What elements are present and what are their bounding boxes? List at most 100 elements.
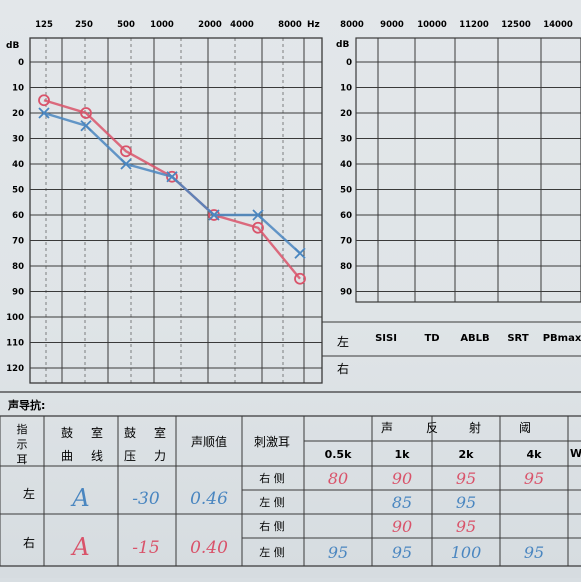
stim-ear-label: 右 侧 [259,519,285,533]
frequency-axis-labels: 125 250 500 1000 2000 4000 8000 [35,20,302,30]
frequency-label: 8000 [278,20,302,30]
special-tests-labels: SISI TD ABLB SRT PBmax [375,333,581,344]
reflex-freq-header: 0.5k [325,448,352,461]
frequency-label: 4000 [230,20,254,30]
header-pressure-char-3: 压 [124,449,136,463]
left-curve-type: A [70,484,89,512]
reflex-threshold-value: 95 [456,493,476,512]
right-compliance-value: 0.40 [190,538,228,558]
hf-db-label: 0 [346,58,352,68]
header-curve-char-2: 室 [91,425,103,440]
left-ear-marker [120,158,132,170]
reflex-threshold-value: 90 [392,469,412,488]
hf-db-label: 10 [340,84,352,94]
stim-ear-label: 左 侧 [259,496,285,509]
reflex-threshold-value: 95 [524,469,544,488]
high-frequency-axis-labels: 8000 9000 10000 11200 12500 14000 [340,20,573,30]
special-test-label: SISI [375,333,397,344]
hf-db-label: 60 [340,211,352,221]
reflex-threshold-value: 85 [392,493,412,512]
ear-left-label: 左 [23,486,35,501]
hf-db-label: 70 [340,237,352,247]
right-ear-marker [80,107,92,119]
left-ear-marker [294,247,306,259]
right-ear-marker [120,145,132,158]
header-pressure-char-1: 鼓 [124,426,136,440]
header-ear-char-2: 示 [17,438,28,451]
db-label: 50 [12,186,24,196]
right-ear-marker [294,272,306,285]
frequency-label: 2000 [198,20,222,30]
header-curve-char-3: 曲 [61,449,73,463]
left-audiogram-grid [29,37,323,384]
left-ear-marker [38,107,50,119]
reflex-freq-header: 1k [395,448,411,461]
hf-frequency-label: 8000 [340,20,364,30]
left-compliance-value: 0.46 [190,489,228,509]
right-db-axis-labels: 0 10 20 30 40 50 60 70 80 90 [340,58,352,298]
db-label: 40 [12,160,24,170]
frequency-label: 500 [117,20,135,30]
db-label: 70 [12,237,24,247]
hf-db-label: 20 [340,109,352,119]
right-db-unit-label: dB [336,40,349,50]
special-test-label: SRT [507,333,528,344]
reflex-rows: 右 侧 80 90 95 95 左 侧 85 95 右 侧 90 95 左 侧 95 95 100 95 [259,469,544,562]
right-audiogram: 8000 9000 10000 11200 12500 14000 dB 0 10 20 30 4… [322,20,581,376]
left-ear-marker [166,171,178,183]
db-label: 120 [6,364,24,374]
db-label: 20 [12,109,24,119]
header-pressure-char-2: 室 [154,425,166,440]
stim-ear-label: 左 侧 [259,546,285,559]
header-curve-char-4: 线 [91,449,103,463]
reflex-freq-header: 2k [459,448,475,461]
reflex-threshold-value: 95 [456,469,476,488]
hf-frequency-label: 12500 [501,20,531,30]
special-test-label: TD [424,333,439,344]
left-ear-marker [252,209,264,221]
reflex-threshold-value: 100 [451,543,482,562]
hf-db-label: 40 [340,160,352,170]
db-unit-label: dB [6,41,19,51]
header-compliance: 声顺值 [191,434,227,449]
special-test-label: ABLB [460,333,489,344]
hf-db-label: 90 [340,288,352,298]
header-reflex-char-2: 反 [426,421,438,435]
reflex-frequency-headers: 0.5k 1k 2k 4k [325,448,543,461]
reflex-threshold-value: 95 [392,543,412,562]
header-reflex: 声 反 射 阈 [381,420,531,435]
side-left-label: 左 [337,334,349,349]
hf-frequency-label: 14000 [543,20,573,30]
frequency-label: 1000 [150,20,174,30]
right-ear-marker [252,221,264,234]
right-curve-type: A [70,533,89,561]
hf-frequency-label: 11200 [459,20,489,30]
header-pressure: 鼓 室 压 力 [124,425,166,463]
left-audiogram: 125 250 500 1000 2000 4000 8000 Hz dB 0 10 20 30 4… [6,20,323,384]
db-label: 0 [18,58,24,68]
db-label: 10 [12,84,24,94]
hf-db-label: 80 [340,262,352,272]
hf-frequency-label: 9000 [380,20,404,30]
header-ear-char-1: 指 [17,422,28,436]
hf-db-label: 50 [340,186,352,196]
reflex-threshold-value: 95 [328,543,348,562]
side-right-label: 右 [337,361,349,376]
header-reflex-char-1: 声 [381,421,393,435]
left-ear-marker [80,120,92,132]
header-curve: 鼓 室 曲 线 [61,425,103,463]
hf-frequency-label: 10000 [417,20,447,30]
header-stim-ear: 刺激耳 [254,435,290,449]
ear-right-label: 右 [23,535,35,550]
reflex-threshold-value: 90 [392,517,412,536]
db-label: 110 [6,339,24,349]
header-ear-char-3: 耳 [17,453,28,466]
header-curve-char-1: 鼓 [61,426,73,440]
stim-ear-label: 右 侧 [259,471,285,485]
right-audiogram-grid [322,37,581,357]
impedance-heading: 声导抗: [7,398,45,412]
impedance-section: 声导抗: 指 示 耳 鼓 室 曲 线 鼓 室 压 力 声顺值 刺激耳 声 反 射… [0,391,581,567]
db-label: 90 [12,288,24,298]
